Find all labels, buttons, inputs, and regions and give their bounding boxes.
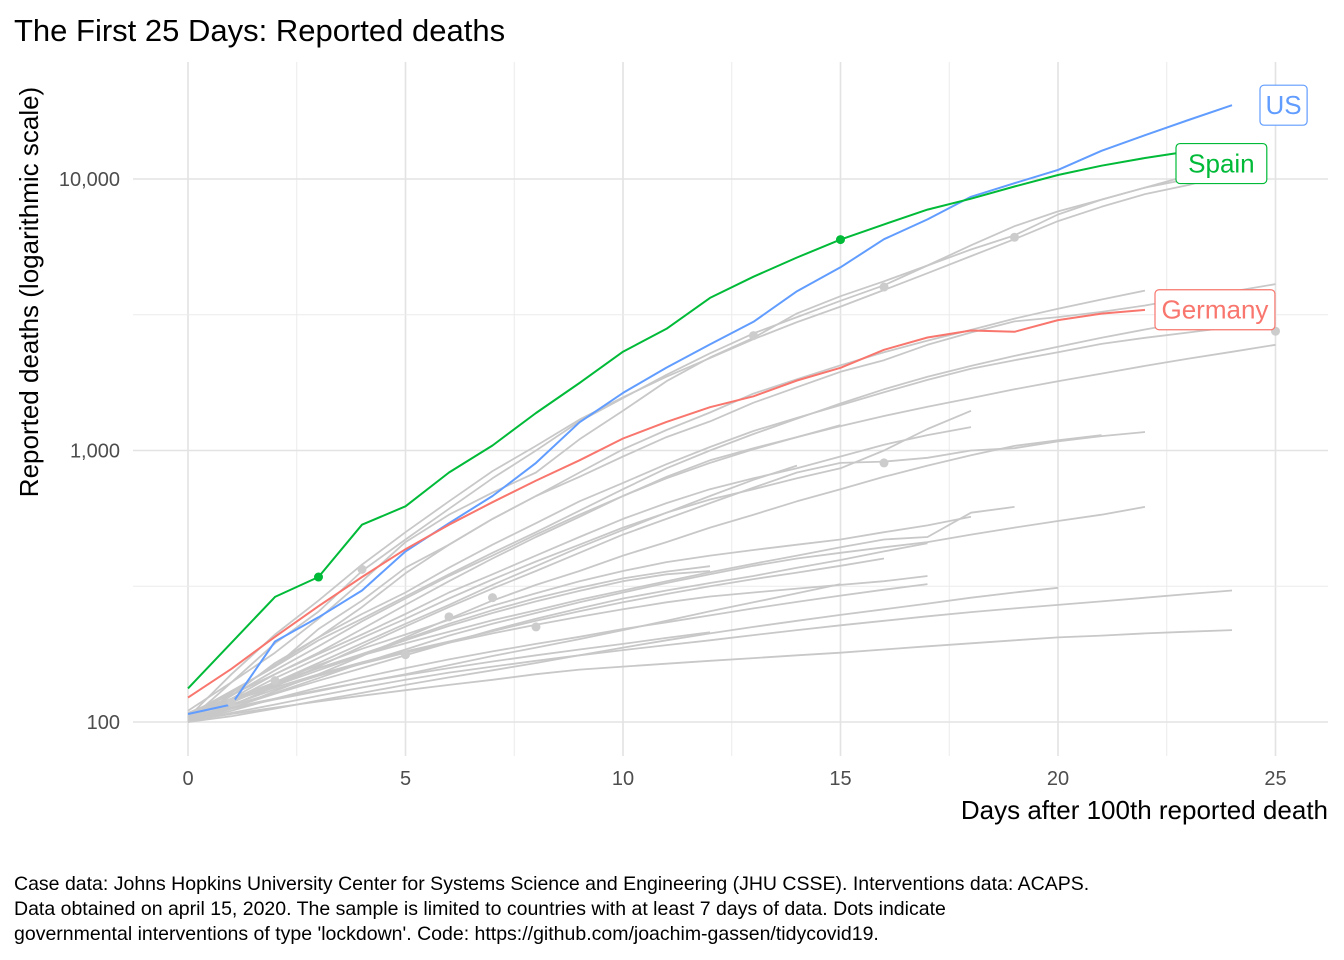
series-label-us: US [1259, 84, 1308, 126]
y-tick-label: 100 [87, 712, 120, 734]
background-series-line [187, 629, 1233, 722]
background-series-line [187, 289, 1146, 720]
series-label-box [1175, 142, 1268, 185]
series-line-spain [187, 144, 1233, 690]
background-series-line [187, 506, 1146, 720]
background-series-line [187, 283, 1276, 723]
x-tick-label: 20 [1047, 768, 1069, 790]
background-series-line [187, 434, 1102, 723]
background-series-line [187, 557, 885, 716]
lockdown-dot [401, 650, 410, 660]
y-tick-label: 10,000 [59, 169, 120, 191]
background-series-line [187, 343, 1276, 721]
lockdown-dot [444, 612, 454, 622]
background-series-line [187, 575, 928, 721]
x-tick-label: 0 [182, 768, 193, 790]
x-axis-label: Days after 100th reported death [961, 795, 1328, 825]
x-tick-label: 15 [829, 768, 851, 790]
series-label-text: Spain [1188, 149, 1255, 179]
lockdown-dot [227, 697, 236, 707]
axes: 0 5 10 15 20 25 100 1,000 10,000 [59, 169, 1287, 790]
lockdown-dot [879, 458, 889, 468]
background-series-line [187, 586, 1059, 723]
caption: Case data: Johns Hopkins University Cent… [14, 872, 1314, 947]
series-label-spain: Spain [1175, 142, 1268, 185]
x-tick-label: 25 [1264, 768, 1286, 790]
background-series-line [187, 570, 711, 719]
background-series-line [187, 431, 1146, 722]
background-series-line [187, 631, 711, 719]
lockdown-dots [227, 232, 1280, 707]
background-series-line [187, 172, 1233, 719]
series-labels: US Spain Germany [1154, 84, 1308, 331]
lockdown-dot [1010, 232, 1019, 242]
lockdown-dot [314, 572, 323, 582]
series-line-germany [187, 308, 1146, 699]
lockdown-dot [357, 564, 367, 574]
background-series-line [187, 542, 928, 722]
chart-title: The First 25 Days: Reported deaths [14, 13, 505, 48]
x-tick-label: 5 [400, 768, 411, 790]
lockdown-dot [270, 676, 280, 686]
background-series-line [187, 409, 972, 720]
background-series-line [187, 424, 841, 721]
lockdown-dot [836, 235, 845, 245]
caption-line-3: governmental interventions of type 'lock… [14, 923, 879, 945]
series-label-germany: Germany [1154, 289, 1276, 331]
lockdown-dot [879, 282, 889, 292]
caption-line-1: Case data: Johns Hopkins University Cent… [14, 873, 1090, 895]
highlight-series [187, 104, 1233, 715]
series-line-us [187, 104, 1233, 715]
series-label-box [1259, 84, 1308, 126]
x-tick-label: 10 [612, 768, 634, 790]
background-series-line [187, 589, 1233, 723]
y-tick-label: 1,000 [70, 441, 120, 463]
background-series-line [187, 515, 972, 718]
y-axis-label: Reported deaths (logarithmic scale) [14, 87, 44, 497]
series-label-text: Germany [1161, 295, 1268, 325]
background-series-line [187, 316, 1276, 716]
lockdown-dot [488, 593, 497, 603]
lockdown-dot [531, 622, 541, 632]
series-label-box [1154, 289, 1276, 331]
background-series-line [187, 426, 972, 714]
background-series-line [187, 322, 1276, 717]
lockdown-dot [749, 331, 758, 341]
series-label-text: US [1265, 90, 1301, 120]
caption-line-2: Data obtained on april 15, 2020. The sam… [14, 898, 946, 920]
background-series-line [187, 178, 1189, 722]
background-series-line [187, 583, 928, 723]
grid [133, 62, 1328, 756]
